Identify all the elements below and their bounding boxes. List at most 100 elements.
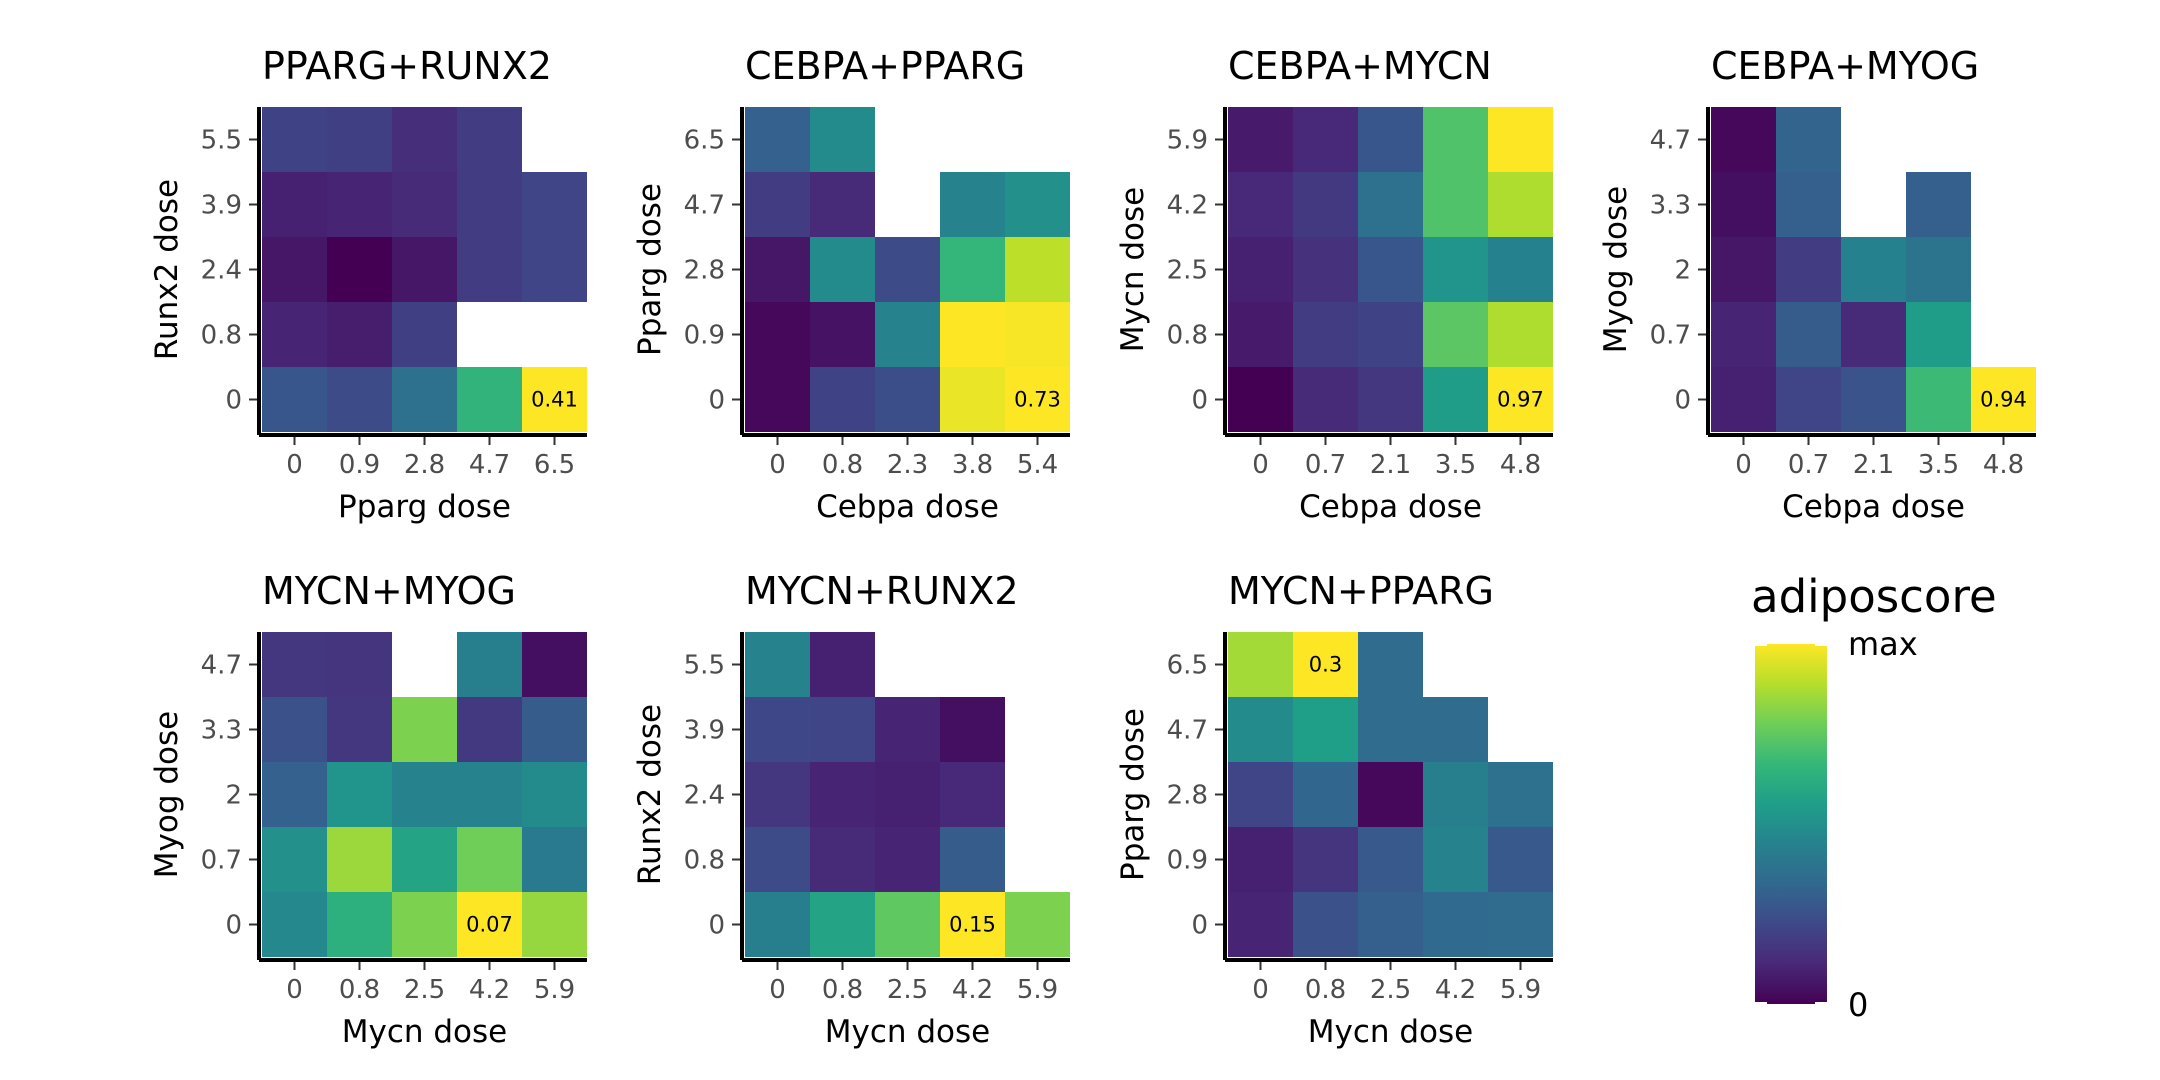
panel3-cell (1423, 107, 1488, 172)
panel2-y-tick-label: 0 (708, 386, 725, 416)
panel5-y-tick-label: 0.7 (201, 846, 242, 876)
panel7-cell (1358, 892, 1423, 957)
panel5-y-tick-label: 4.7 (201, 651, 242, 681)
panel2-cell (745, 302, 810, 367)
panel1-y-tick-label: 2.4 (201, 256, 242, 286)
panel2-cell (875, 237, 940, 302)
panel3-cell (1488, 237, 1553, 302)
panel1-cell (262, 237, 327, 302)
panel4-cell (1711, 302, 1776, 367)
panel4-cell (1711, 172, 1776, 237)
panel2-cell (810, 302, 875, 367)
panel5-title: MYCN+MYOG (262, 569, 516, 613)
panel7-cell (1228, 827, 1293, 892)
panel7-title: MYCN+PPARG (1228, 569, 1494, 613)
panel1-x-tick-label: 2.8 (404, 450, 445, 480)
panel6-cell (940, 827, 1005, 892)
panel1-x-tick-label: 0.9 (339, 450, 380, 480)
panel5-cell (392, 697, 457, 762)
panel5-cell (327, 892, 392, 957)
panel5-x-tick-label: 0.8 (339, 975, 380, 1005)
panel7-cell (1488, 827, 1553, 892)
panel3-cell (1228, 367, 1293, 432)
panel1-cell (392, 367, 457, 432)
panel2-cell (875, 367, 940, 432)
panel3-cell (1488, 367, 1553, 432)
panel7-cell (1423, 697, 1488, 762)
panel4-cell (1776, 107, 1841, 172)
panel5-x-tick-label: 2.5 (404, 975, 445, 1005)
panel1-cell (262, 107, 327, 172)
panel3-cell (1423, 367, 1488, 432)
panel3-cell (1358, 367, 1423, 432)
panel3-cell (1228, 107, 1293, 172)
panel7-cell (1228, 697, 1293, 762)
panel6-cell (875, 892, 940, 957)
panel1-cell (457, 237, 522, 302)
panel3-title: CEBPA+MYCN (1228, 44, 1492, 88)
panel6-x-tick-label: 0.8 (822, 975, 863, 1005)
panel2-cell (940, 237, 1005, 302)
panel6-y-tick-label: 0.8 (684, 846, 725, 876)
panel4-cell (1906, 172, 1971, 237)
panel7-cell (1228, 632, 1293, 697)
panel1-cell (392, 237, 457, 302)
panel7-cell (1358, 632, 1423, 697)
panel2-cell (1005, 237, 1070, 302)
panel3-cell (1358, 237, 1423, 302)
panel5-y-axis-title: Myog dose (149, 711, 185, 878)
panel7-max-value-label: 0.3 (1309, 653, 1342, 677)
panel7-cell (1358, 762, 1423, 827)
panel7-x-tick-label: 0 (1252, 975, 1269, 1005)
panel3-cell (1423, 172, 1488, 237)
panel7-cell (1358, 827, 1423, 892)
panel7-cell (1423, 892, 1488, 957)
panel4-cell (1841, 237, 1906, 302)
panel5-cell (327, 697, 392, 762)
panel5-y-tick-label: 3.3 (201, 716, 242, 746)
panel4-y-tick-label: 4.7 (1650, 126, 1691, 156)
panel4-cell (1776, 172, 1841, 237)
panel5-cell (457, 762, 522, 827)
panel4-cell (1841, 302, 1906, 367)
panel6-y-tick-label: 3.9 (684, 716, 725, 746)
panel2-cell (1005, 367, 1070, 432)
panel3-x-tick-label: 0 (1252, 450, 1269, 480)
panel5-cell (457, 697, 522, 762)
panel1-cell (327, 172, 392, 237)
panel6-cell (745, 762, 810, 827)
panel3-y-axis-title: Mycn dose (1115, 187, 1151, 353)
panel1-cell (457, 107, 522, 172)
panel1-cell (522, 172, 587, 237)
panel3-x-tick-label: 3.5 (1435, 450, 1476, 480)
panel4-y-tick-label: 0 (1674, 386, 1691, 416)
panel5-x-tick-label: 5.9 (534, 975, 575, 1005)
panel4-max-value-label: 0.94 (1980, 388, 2027, 412)
panel7-cell (1488, 762, 1553, 827)
panel7-cell (1293, 762, 1358, 827)
panel4-cell (1906, 367, 1971, 432)
panel7-x-tick-label: 2.5 (1370, 975, 1411, 1005)
panel4-title: CEBPA+MYOG (1711, 44, 1979, 88)
panel5-cell (392, 762, 457, 827)
panel2-x-axis-title: Cebpa dose (816, 489, 999, 525)
panel3-cell (1293, 237, 1358, 302)
panel2-cell (810, 107, 875, 172)
panel3-y-tick-label: 2.5 (1167, 256, 1208, 286)
panel1-cell (262, 172, 327, 237)
panel2-cell (745, 367, 810, 432)
panel5-x-tick-label: 0 (286, 975, 303, 1005)
panel7-cell (1423, 762, 1488, 827)
panel5-cell (327, 762, 392, 827)
legend-max-label: max (1848, 625, 1918, 663)
panel6-cell (810, 762, 875, 827)
panel3-cell (1293, 302, 1358, 367)
panel1-y-tick-label: 0 (225, 386, 242, 416)
panel3-max-value-label: 0.97 (1497, 388, 1544, 412)
panel7-y-tick-label: 4.7 (1167, 716, 1208, 746)
legend-min-label: 0 (1848, 986, 1868, 1024)
panel4-y-tick-label: 0.7 (1650, 321, 1691, 351)
panel6-cell (875, 762, 940, 827)
panel4-cell (1776, 367, 1841, 432)
